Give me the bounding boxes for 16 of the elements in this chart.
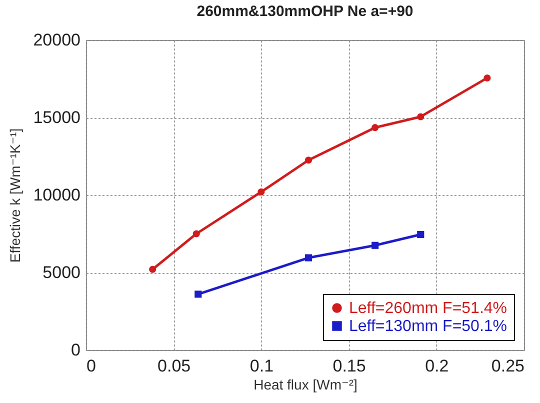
y-tick-label: 10000 (33, 186, 80, 204)
x-tick-label: 0.1 (250, 356, 274, 376)
y-tick-label: 0 (71, 340, 80, 360)
y-tick-label: 15000 (33, 108, 80, 127)
x-axis-title: Heat flux [Wm⁻²] (254, 376, 358, 392)
y-tick-label: 20000 (33, 30, 80, 50)
legend-label: Leff=130mm F=50.1% (349, 318, 508, 335)
x-tick-label: 0.2 (425, 356, 449, 376)
x-tick-label: 0.25 (491, 356, 524, 376)
chart-title: 260mm&130mmOHP Ne a=+90 (196, 3, 414, 20)
x-tick-label: 0.05 (158, 356, 191, 376)
x-tick-label: 0 (86, 356, 96, 376)
y-tick-label: 5000 (42, 263, 80, 282)
x-tick-label: 0.15 (332, 356, 366, 376)
y-axis-title: Effective k [Wm⁻¹K⁻¹] (7, 128, 24, 263)
legend-label: Leff=260mm F=51.4% (349, 300, 508, 317)
